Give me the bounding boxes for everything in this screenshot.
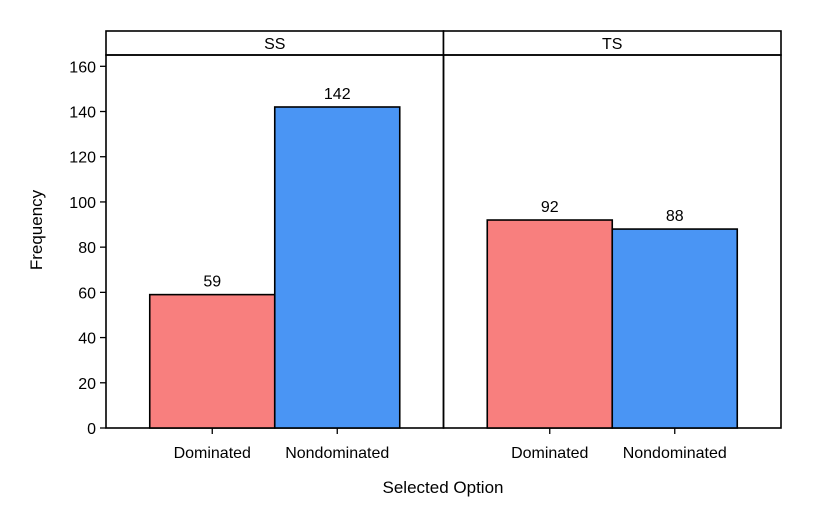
y-tick-label: 160 (69, 59, 96, 76)
panel-strip-label: TS (602, 36, 622, 53)
bar-value-label: 88 (666, 208, 684, 225)
y-tick-label: 20 (78, 376, 96, 393)
bar-nondominated (611, 228, 739, 429)
x-tick-label: Dominated (174, 445, 251, 462)
x-axis-label: Selected Option (383, 478, 504, 497)
panel-strip-label: SS (264, 36, 285, 53)
y-tick-label: 120 (69, 150, 96, 167)
y-axis: 0 20 40 60 80 100 120 140 160 (69, 59, 106, 438)
x-tick-label: Nondominated (623, 445, 727, 462)
y-tick-label: 100 (69, 195, 96, 212)
x-tick-label: Dominated (511, 445, 588, 462)
panel-strip (442, 30, 782, 56)
y-tick-label: 80 (78, 240, 96, 257)
x-tick-label: Nondominated (285, 445, 389, 462)
panel-ss: SS 59 Dominated 142 Nondominated (105, 30, 445, 462)
y-tick-label: 0 (87, 421, 96, 438)
panel-ts: TS 92 Dominated 88 Nondominated (442, 30, 782, 462)
bar-dominated (148, 293, 276, 429)
panels-group: SS 59 Dominated 142 Nondominated TS 92 Dominate… (105, 30, 782, 462)
bar-nondominated (273, 106, 401, 429)
y-tick-label: 40 (78, 331, 96, 348)
y-tick-label: 60 (78, 285, 96, 302)
bar-value-label: 142 (324, 86, 351, 103)
y-axis-label: Frequency (27, 189, 46, 270)
panel-strip (105, 30, 445, 56)
bar-dominated (486, 219, 614, 429)
bar-value-label: 59 (203, 274, 221, 291)
y-tick-label: 140 (69, 105, 96, 122)
bar-value-label: 92 (541, 199, 559, 216)
